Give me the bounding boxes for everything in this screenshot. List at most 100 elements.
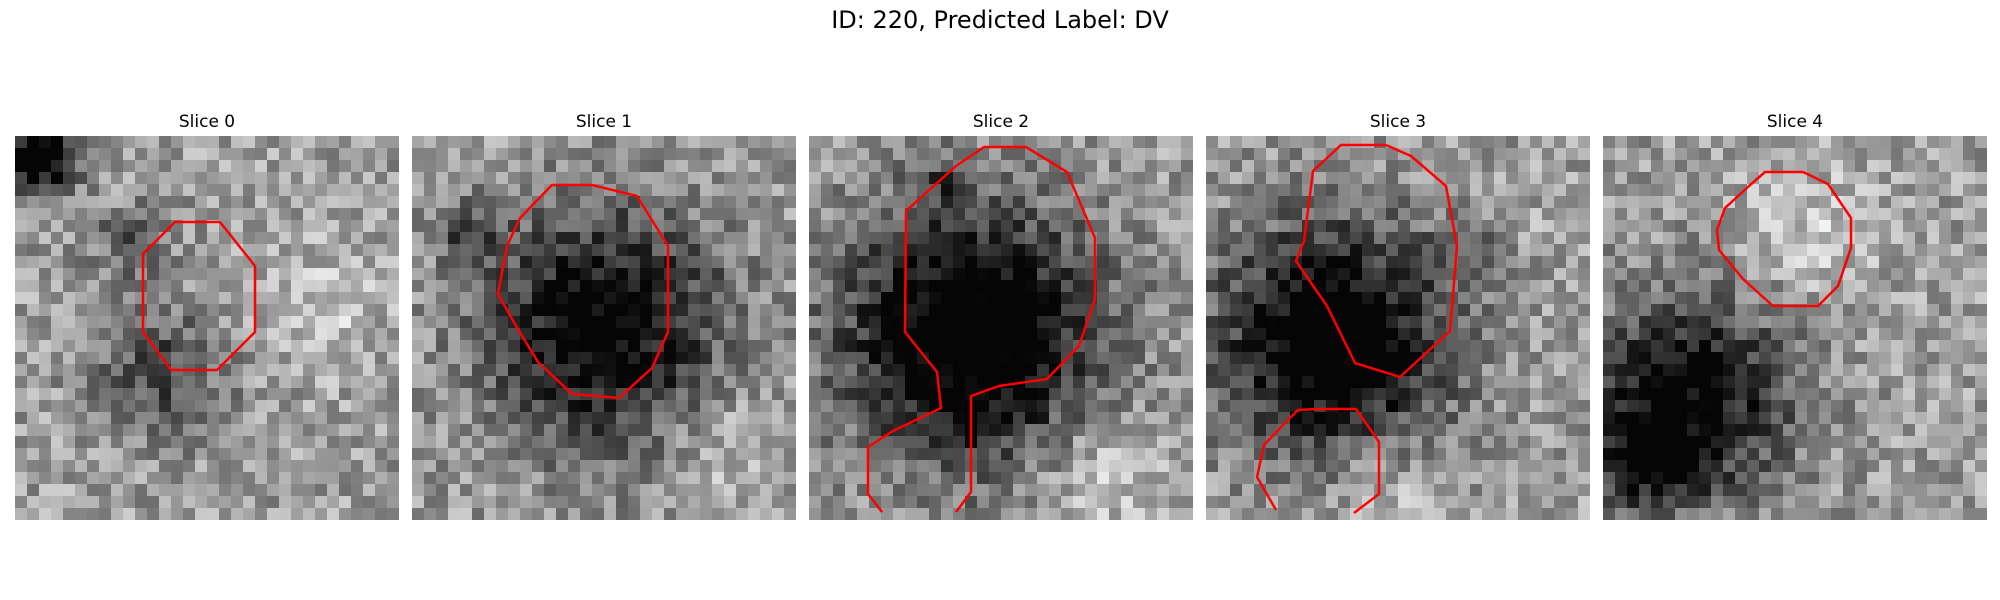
pixel-cell <box>1049 136 1062 149</box>
pixel-cell <box>231 172 244 185</box>
pixel-cell <box>1109 184 1122 197</box>
pixel-cell <box>111 496 124 509</box>
pixel-cell <box>1506 508 1519 520</box>
pixel-cell <box>448 508 461 520</box>
pixel-cell <box>39 172 52 185</box>
pixel-cell <box>1422 232 1435 245</box>
pixel-cell <box>1422 424 1435 437</box>
pixel-cell <box>676 280 689 293</box>
pixel-cell <box>1374 184 1387 197</box>
pixel-cell <box>1927 424 1940 437</box>
pixel-cell <box>893 508 906 520</box>
pixel-cell <box>1566 328 1579 341</box>
pixel-cell <box>1675 316 1688 329</box>
pixel-cell <box>1759 412 1772 425</box>
pixel-cell <box>905 304 918 317</box>
pixel-cell <box>929 232 942 245</box>
pixel-cell <box>1566 280 1579 293</box>
pixel-cell <box>953 268 966 281</box>
pixel-cell <box>315 436 328 449</box>
pixel-cell <box>111 484 124 497</box>
pixel-cell <box>1073 160 1086 173</box>
pixel-cell <box>1266 460 1279 473</box>
pixel-cell <box>1350 184 1363 197</box>
pixel-cell <box>941 160 954 173</box>
pixel-cell <box>1338 496 1351 509</box>
pixel-cell <box>748 136 761 149</box>
pixel-cell <box>1206 292 1219 305</box>
pixel-cell <box>1747 304 1760 317</box>
pixel-cell <box>1566 208 1579 221</box>
pixel-cell <box>544 412 557 425</box>
pixel-cell <box>640 184 653 197</box>
pixel-cell <box>496 184 509 197</box>
pixel-cell <box>75 340 88 353</box>
pixel-cell <box>1891 436 1904 449</box>
pixel-cell <box>1085 484 1098 497</box>
pixel-cell <box>1133 352 1146 365</box>
pixel-cell <box>1578 484 1590 497</box>
pixel-cell <box>1278 472 1291 485</box>
pixel-cell <box>448 160 461 173</box>
pixel-cell <box>1314 508 1327 520</box>
pixel-cell <box>1482 148 1495 161</box>
pixel-cell <box>592 268 605 281</box>
pixel-cell <box>628 472 641 485</box>
pixel-cell <box>724 220 737 233</box>
pixel-cell <box>1278 400 1291 413</box>
pixel-cell <box>1013 352 1026 365</box>
pixel-cell <box>147 280 160 293</box>
pixel-cell <box>1350 484 1363 497</box>
pixel-cell <box>195 340 208 353</box>
pixel-cell <box>869 172 882 185</box>
pixel-cell <box>1578 460 1590 473</box>
pixel-cell <box>1218 364 1231 377</box>
pixel-cell <box>1326 436 1339 449</box>
pixel-cell <box>1230 352 1243 365</box>
pixel-cell <box>1218 196 1231 209</box>
pixel-cell <box>1891 208 1904 221</box>
pixel-cell <box>1374 280 1387 293</box>
pixel-cell <box>472 244 485 257</box>
pixel-cell <box>1963 304 1976 317</box>
pixel-cell <box>363 412 376 425</box>
pixel-cell <box>1446 412 1459 425</box>
pixel-cell <box>291 460 304 473</box>
pixel-cell <box>1181 244 1193 257</box>
pixel-cell <box>1410 472 1423 485</box>
pixel-cell <box>135 184 148 197</box>
pixel-cell <box>857 484 870 497</box>
pixel-cell <box>1554 208 1567 221</box>
pixel-cell <box>1603 424 1616 437</box>
pixel-cell <box>195 460 208 473</box>
pixel-cell <box>1603 448 1616 461</box>
pixel-cell <box>1506 328 1519 341</box>
pixel-cell <box>736 184 749 197</box>
pixel-cell <box>1386 340 1399 353</box>
pixel-cell <box>135 208 148 221</box>
pixel-cell <box>845 328 858 341</box>
pixel-cell <box>833 340 846 353</box>
pixel-cell <box>135 160 148 173</box>
pixel-cell <box>1542 232 1555 245</box>
pixel-cell <box>1554 376 1567 389</box>
pixel-cell <box>580 424 593 437</box>
pixel-cell <box>375 148 388 161</box>
pixel-cell <box>1049 496 1062 509</box>
pixel-cell <box>1843 268 1856 281</box>
pixel-cell <box>1855 280 1868 293</box>
pixel-cell <box>1831 244 1844 257</box>
pixel-cell <box>1783 424 1796 437</box>
pixel-cell <box>821 316 834 329</box>
pixel-cell <box>772 196 785 209</box>
pixel-cell <box>1867 304 1880 317</box>
pixel-cell <box>556 256 569 269</box>
pixel-cell <box>905 472 918 485</box>
pixel-cell <box>1627 352 1640 365</box>
pixel-cell <box>532 484 545 497</box>
pixel-cell <box>941 232 954 245</box>
pixel-cell <box>1266 256 1279 269</box>
pixel-cell <box>1578 160 1590 173</box>
pixel-cell <box>941 304 954 317</box>
pixel-cell <box>760 172 773 185</box>
